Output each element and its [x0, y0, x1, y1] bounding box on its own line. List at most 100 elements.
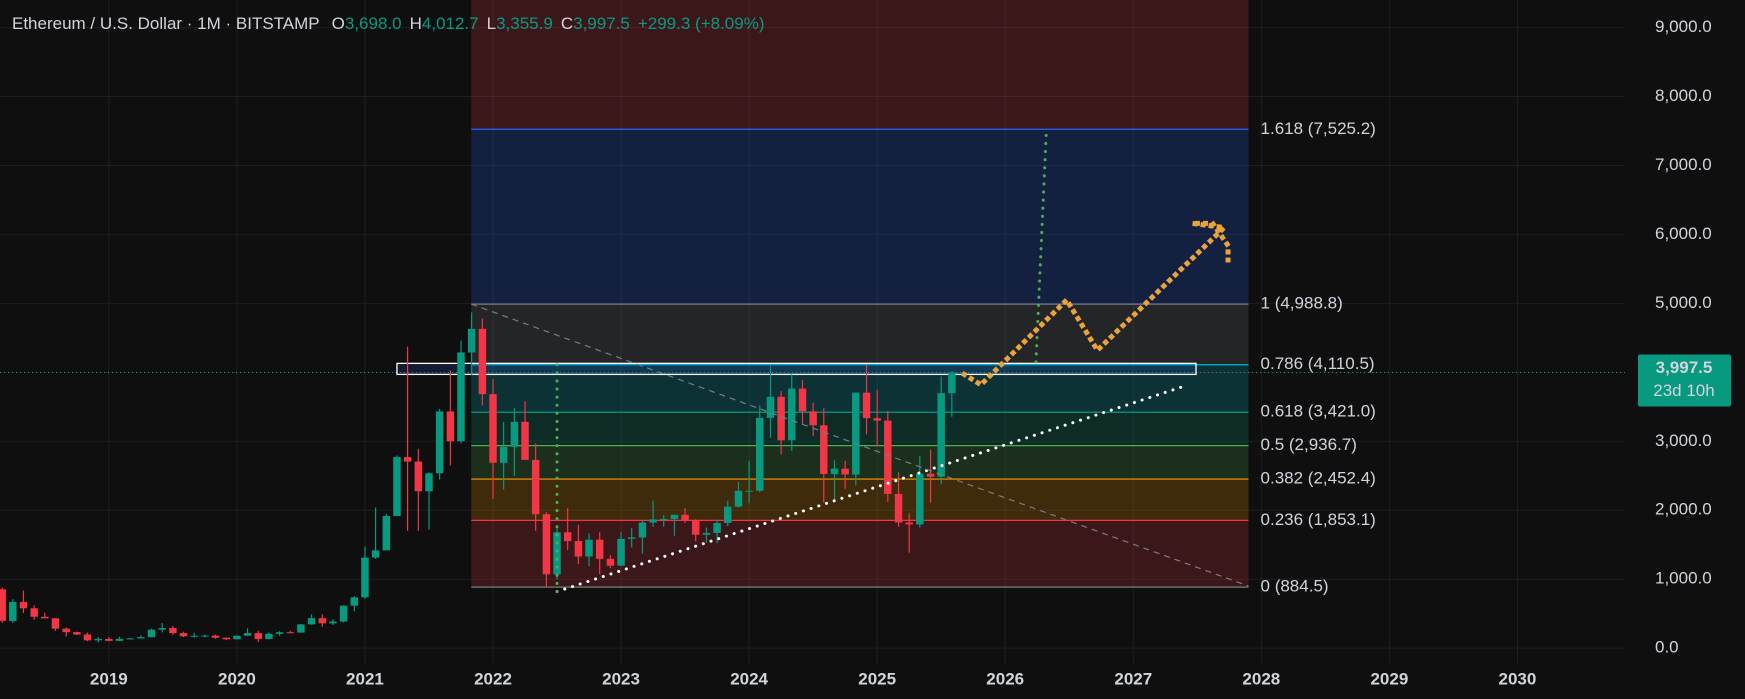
fib-label: 1.618 (7,525.2) [1261, 119, 1376, 138]
candle-body [83, 634, 92, 641]
candle-body [201, 635, 209, 637]
candle-body [0, 589, 6, 621]
candle-body [30, 608, 38, 617]
candle-body [691, 520, 700, 535]
y-tick-label: 7,000.0 [1655, 155, 1712, 174]
ohlc-key: O [332, 14, 345, 33]
candle-body [254, 633, 263, 639]
candle-body [723, 506, 732, 523]
ohlc-value: 3,698.0 [345, 14, 402, 33]
candle-body [275, 632, 284, 634]
candle-body [873, 418, 881, 421]
x-tick-label: 2023 [602, 669, 640, 688]
candle-body [521, 421, 529, 460]
candle-body [414, 461, 423, 492]
price-countdown: 23d 10h [1653, 381, 1714, 400]
candle-body [788, 388, 796, 441]
candle-body [510, 421, 519, 447]
candle-body [766, 396, 775, 418]
candle-body [307, 618, 316, 625]
candle-body [425, 473, 433, 492]
y-tick-label: 5,000.0 [1655, 293, 1712, 312]
candle-body [542, 514, 551, 575]
x-tick-label: 2028 [1242, 669, 1280, 688]
ohlc-value: 3,997.5 [573, 14, 630, 33]
x-tick-label: 2030 [1499, 669, 1537, 688]
trend-line [471, 303, 1249, 587]
trend-line [960, 220, 1231, 388]
candle-body [745, 490, 753, 492]
fib-label: 0.786 (4,110.5) [1261, 354, 1375, 373]
candle-body [627, 537, 636, 539]
candle-body [734, 490, 743, 507]
candle-body [798, 388, 807, 412]
candle-body [265, 633, 273, 639]
candle-body [894, 493, 903, 523]
grid [0, 0, 1625, 664]
x-tick-label: 2019 [90, 669, 128, 688]
candle-body [595, 539, 604, 559]
candle-body [211, 635, 220, 638]
candle-body [179, 633, 188, 637]
candle-body [19, 601, 28, 609]
y-tick-label: 1,000.0 [1655, 569, 1712, 588]
candle-body [243, 633, 252, 636]
fib-band [471, 304, 1249, 365]
candle-body [926, 473, 935, 477]
x-tick-label: 2021 [346, 669, 384, 688]
candle-body [585, 539, 593, 557]
candle-body [467, 328, 476, 353]
y-tick-label: 8,000.0 [1655, 86, 1712, 105]
y-tick-label: 2,000.0 [1655, 500, 1712, 519]
y-tick-label: 6,000.0 [1655, 224, 1712, 243]
candle-body [574, 541, 583, 557]
candle-body [713, 522, 721, 533]
plot-area [0, 0, 1625, 643]
fib-label: 0 (884.5) [1261, 577, 1329, 596]
x-tick-label: 2025 [858, 669, 896, 688]
ohlc-value: 4,012.7 [422, 14, 479, 33]
candle-body [841, 468, 849, 475]
ohlc-key: H [410, 14, 422, 33]
candle-body [137, 637, 145, 639]
candle-body [51, 618, 60, 629]
candle-body [702, 532, 711, 535]
candle-body [115, 638, 124, 641]
candle-body [233, 635, 241, 640]
candle-body [948, 372, 956, 394]
candle-body [94, 638, 102, 641]
candle-body [617, 538, 625, 566]
x-tick-label: 2022 [474, 669, 512, 688]
candle-body [329, 621, 337, 624]
candle-body [916, 473, 924, 525]
candle-body [489, 394, 497, 463]
trend-line [555, 384, 1186, 594]
candle-body [73, 632, 81, 635]
price-badge [1638, 354, 1731, 407]
highlight-box [396, 362, 1197, 376]
candle-body [659, 518, 668, 520]
candle-body [756, 417, 764, 491]
candle-body [809, 411, 817, 426]
y-tick-label: 3,000.0 [1655, 431, 1712, 450]
candle-body [670, 514, 679, 519]
candle-body [297, 624, 305, 633]
header: Ethereum / U.S. Dollar · 1M · BITSTAMP O3… [12, 14, 765, 33]
candle-body [147, 629, 156, 638]
y-tick-label: 0.0 [1655, 638, 1679, 657]
candle-body [563, 532, 572, 542]
candle-body [606, 558, 615, 566]
candle-body [531, 459, 540, 515]
candle-body [126, 638, 134, 640]
fib-band [471, 445, 1249, 480]
candle-body [649, 519, 657, 523]
x-tick-label: 2024 [730, 669, 768, 688]
candle-body [862, 392, 871, 419]
header-title: Ethereum / U.S. Dollar · 1M · BITSTAMP [12, 14, 320, 33]
fib-band [471, 129, 1249, 305]
candle-body [457, 352, 465, 442]
candle-body [499, 446, 508, 463]
x-tick-label: 2029 [1370, 669, 1408, 688]
candle-body [638, 522, 647, 538]
